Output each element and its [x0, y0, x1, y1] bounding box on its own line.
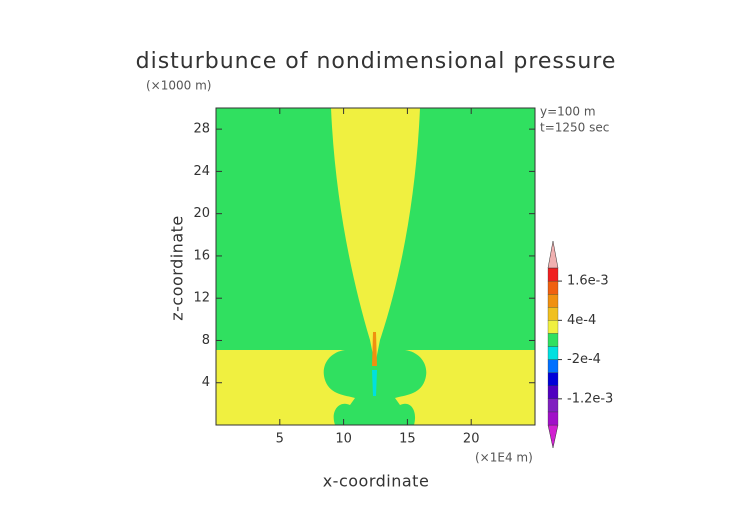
- colorbar-end: [547, 240, 559, 269]
- y-unit-label: (×1000 m): [146, 79, 211, 93]
- y-tick-label: 12: [193, 291, 210, 306]
- y-axis-label: z-coordinate: [168, 215, 187, 321]
- contour-region: [372, 370, 377, 396]
- y-tick-label: 4: [202, 375, 210, 390]
- colorbar-bin: [547, 267, 559, 282]
- colorbar-tick-label: 1.6e-3: [567, 274, 609, 289]
- colorbar-tick-label: 4e-4: [567, 313, 596, 328]
- x-tick-label: 20: [463, 432, 480, 447]
- colorbar-bin: [547, 333, 559, 347]
- y-tick-label: 16: [193, 248, 210, 263]
- plot-frame: [215, 107, 536, 426]
- x-tick-label: 15: [399, 432, 416, 447]
- contour-region: [216, 350, 355, 425]
- annotation: y=100 m: [540, 105, 596, 119]
- colorbar-bin: [547, 359, 559, 373]
- colorbar-bin: [547, 307, 559, 321]
- colorbar-bin: [547, 320, 559, 334]
- x-tick-label: 10: [335, 432, 352, 447]
- x-tick-label: 5: [276, 432, 284, 447]
- y-tick-label: 8: [202, 333, 210, 348]
- colorbar-bin: [547, 372, 559, 386]
- contour-region: [331, 108, 420, 365]
- x-axis-label: x-coordinate: [323, 472, 430, 491]
- colorbar-bin: [547, 280, 559, 295]
- colorbar-tick-label: -1.2e-3: [567, 391, 613, 406]
- x-unit-label: (×1E4 m): [475, 451, 533, 465]
- y-tick-label: 20: [193, 206, 210, 221]
- colorbar-bin: [547, 346, 559, 360]
- colorbar-bin: [547, 411, 559, 426]
- chart-title: disturbunce of nondimensional pressure: [136, 49, 617, 74]
- colorbar-bin: [547, 294, 559, 308]
- colorbar-bin: [547, 398, 559, 413]
- contour-field: [216, 108, 535, 425]
- annotation: t=1250 sec: [540, 121, 609, 135]
- contour-region: [372, 332, 377, 366]
- contour-region: [395, 350, 535, 425]
- y-tick-label: 28: [193, 122, 210, 137]
- colorbar-tick-label: -2e-4: [567, 352, 601, 367]
- colorbar-bin: [547, 385, 559, 399]
- y-tick-label: 24: [193, 164, 210, 179]
- colorbar-end: [547, 424, 559, 449]
